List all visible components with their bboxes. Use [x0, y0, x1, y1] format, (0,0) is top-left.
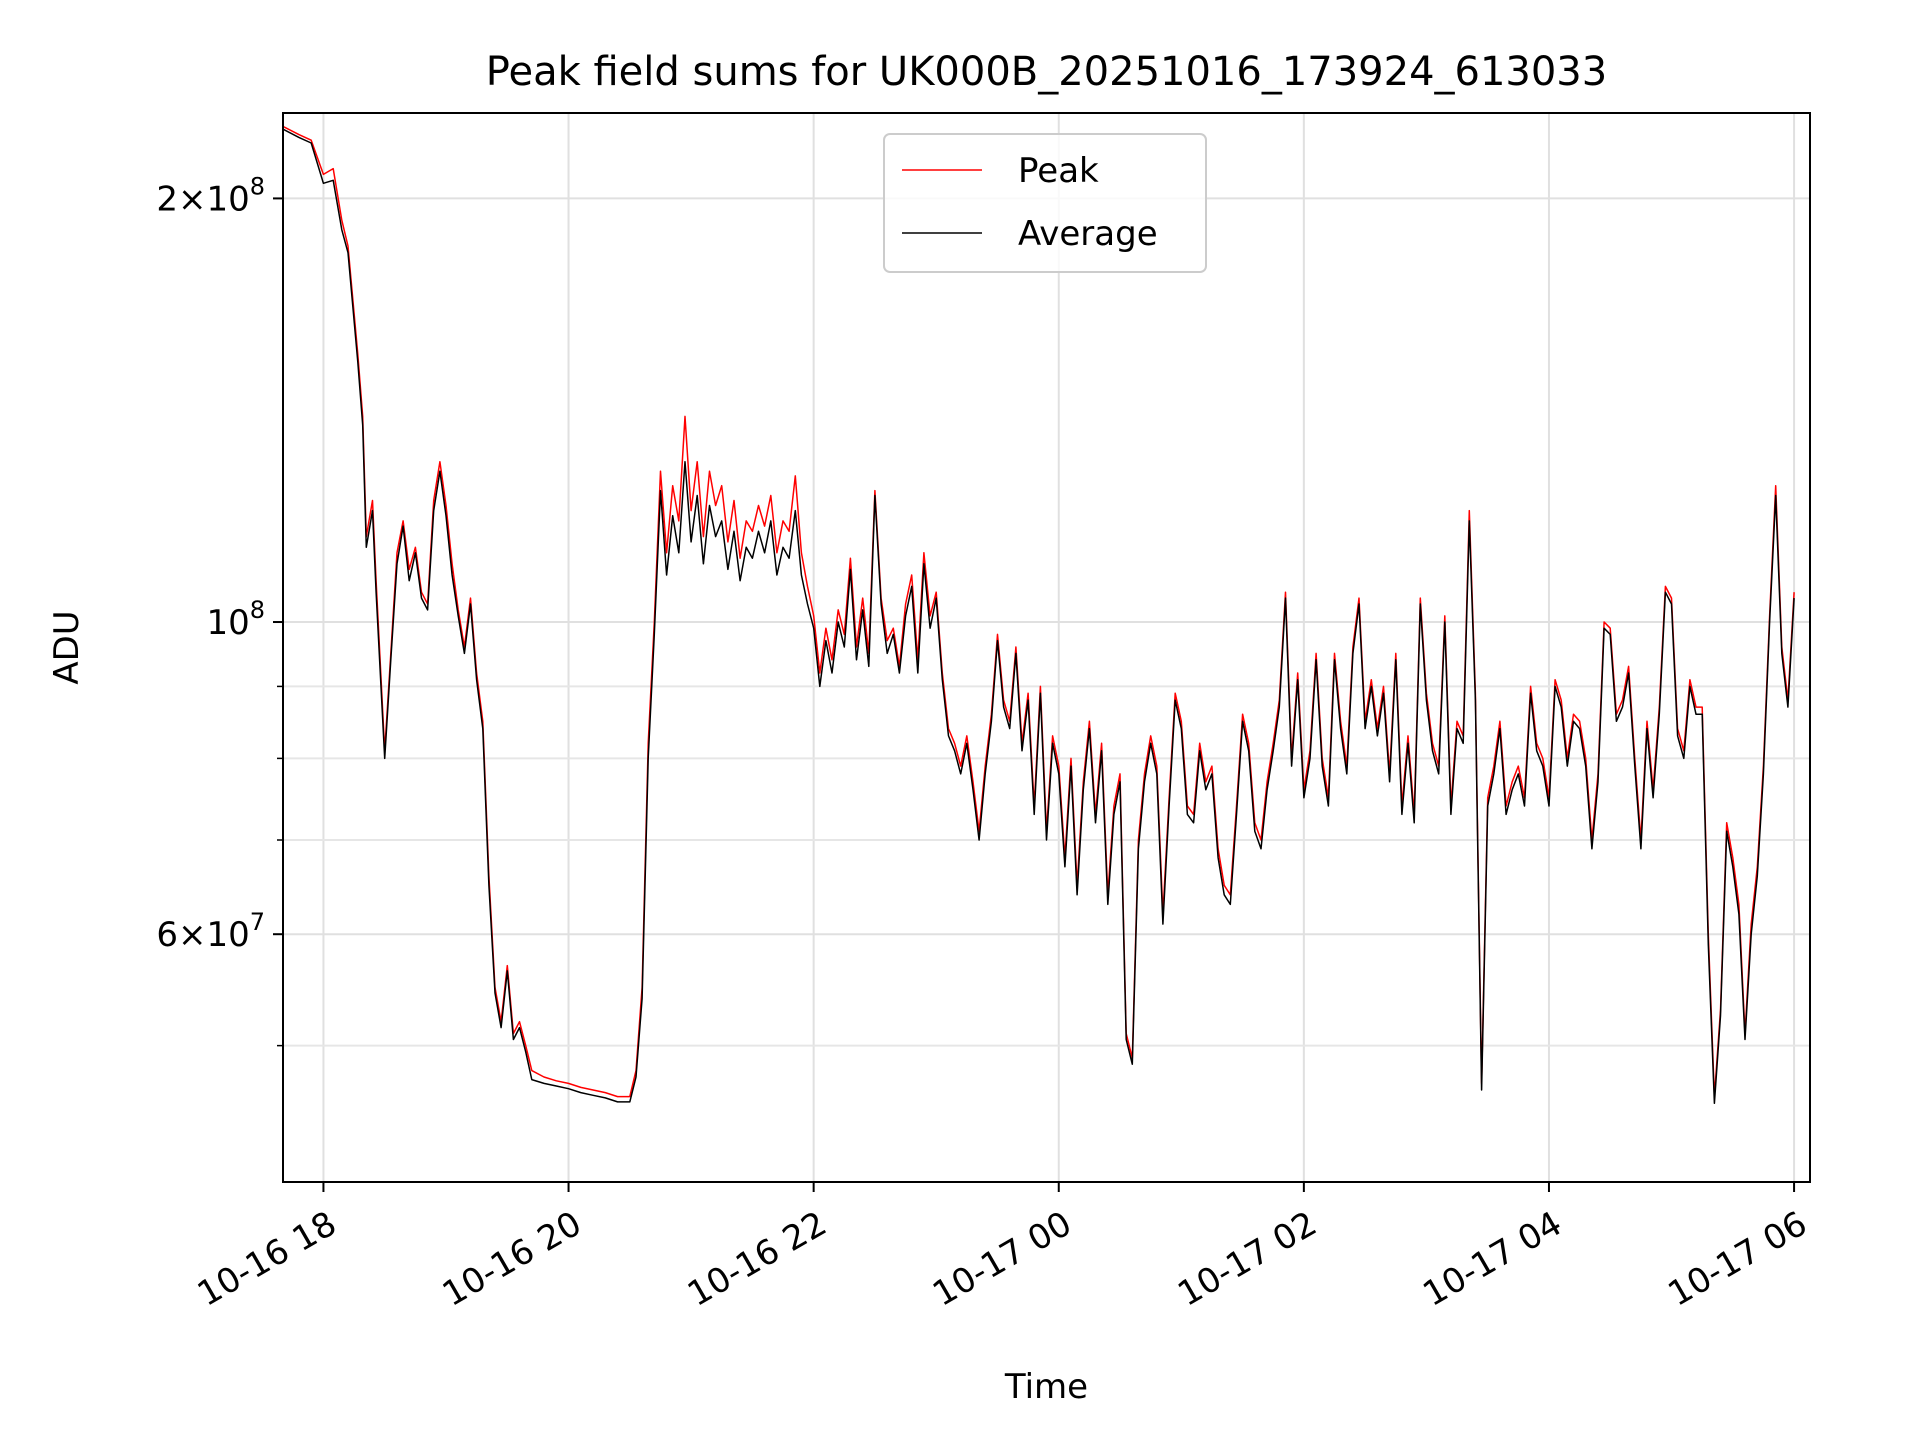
y-axis-label: ADU [47, 610, 87, 684]
y-tick-label: 108 [206, 596, 265, 643]
legend-box [883, 133, 1207, 273]
plot-area [283, 125, 1795, 1105]
y-tick-label: 6×107 [156, 908, 265, 955]
legend: Peak Average [883, 133, 1207, 273]
y-tick-label: 2×108 [156, 172, 265, 219]
x-axis-label: Time [1004, 1367, 1088, 1407]
legend-label-peak: Peak [1018, 151, 1099, 191]
legend-label-average: Average [1018, 214, 1158, 254]
series-line-average [283, 128, 1795, 1105]
axes-frame [282, 112, 1811, 1183]
chart-title: Peak field sums for UK000B_20251016_1739… [486, 49, 1607, 95]
